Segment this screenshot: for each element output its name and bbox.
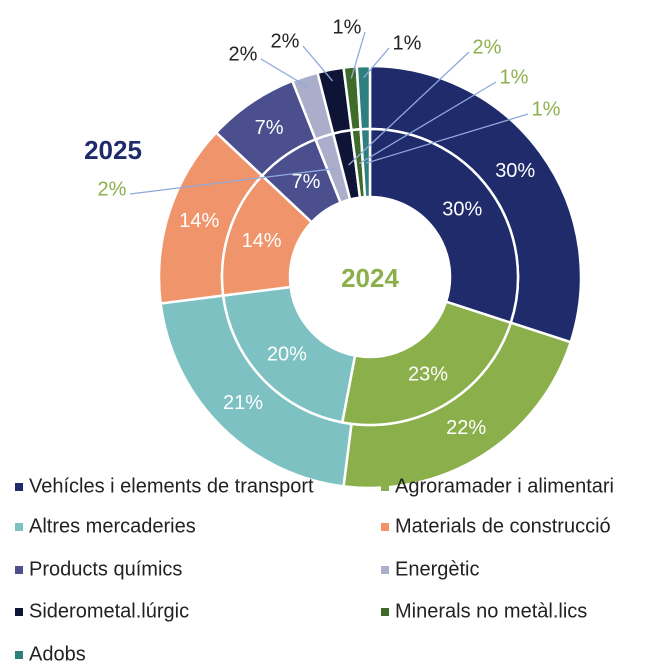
- data-label: 30%: [442, 198, 482, 220]
- leader-line: [363, 47, 390, 79]
- series-label: 2025: [84, 135, 142, 165]
- legend-label: Products químics: [29, 558, 182, 580]
- legend-swatch: [381, 523, 389, 531]
- legend-swatch: [381, 483, 389, 491]
- legend-label: Energètic: [395, 558, 480, 580]
- leader-line: [348, 51, 470, 166]
- leader-line: [260, 58, 309, 88]
- legend-label: Agroramader i alimentari: [395, 475, 614, 497]
- data-label: 2%: [98, 178, 127, 200]
- legend-swatch: [381, 566, 389, 574]
- data-label: 2%: [271, 30, 300, 52]
- data-label: 1%: [393, 32, 422, 54]
- legend-label: Adobs: [29, 643, 86, 665]
- legend-swatch: [15, 523, 23, 531]
- legend-label: Vehícles i elements de transport: [29, 475, 314, 497]
- donut-segment: [221, 285, 357, 424]
- leader-line: [358, 81, 497, 165]
- data-label: 7%: [291, 171, 320, 193]
- legend-swatch: [381, 608, 389, 616]
- data-label: 22%: [446, 417, 486, 439]
- data-label: 2%: [229, 43, 258, 65]
- donut-segment: [368, 127, 520, 325]
- donut-segment: [359, 127, 372, 199]
- data-label: 1%: [532, 98, 561, 120]
- data-label: 1%: [333, 16, 362, 38]
- legend-swatch: [15, 483, 23, 491]
- data-label: 14%: [242, 230, 282, 252]
- leader-line: [302, 45, 334, 82]
- data-label: 21%: [223, 392, 263, 414]
- leader-line: [366, 113, 529, 164]
- data-label: 20%: [267, 343, 307, 365]
- legend-label: Altres mercaderies: [29, 515, 196, 537]
- donut-segment: [340, 300, 513, 427]
- legend-label: Minerals no metàl.lics: [395, 600, 587, 622]
- leader-line: [129, 167, 335, 195]
- data-label: 14%: [179, 210, 219, 232]
- legend-swatch: [15, 608, 23, 616]
- leader-line: [350, 31, 366, 79]
- data-label: 1%: [500, 66, 529, 88]
- series-label: 2024: [341, 263, 399, 293]
- data-label: 30%: [495, 160, 535, 182]
- legend-label: Materials de construcció: [395, 515, 611, 537]
- legend-label: Siderometal.lúrgic: [29, 600, 189, 622]
- data-label: 7%: [255, 117, 284, 139]
- data-label: 2%: [473, 36, 502, 58]
- legend-swatch: [15, 566, 23, 574]
- legend-swatch: [15, 651, 23, 659]
- data-label: 23%: [408, 363, 448, 385]
